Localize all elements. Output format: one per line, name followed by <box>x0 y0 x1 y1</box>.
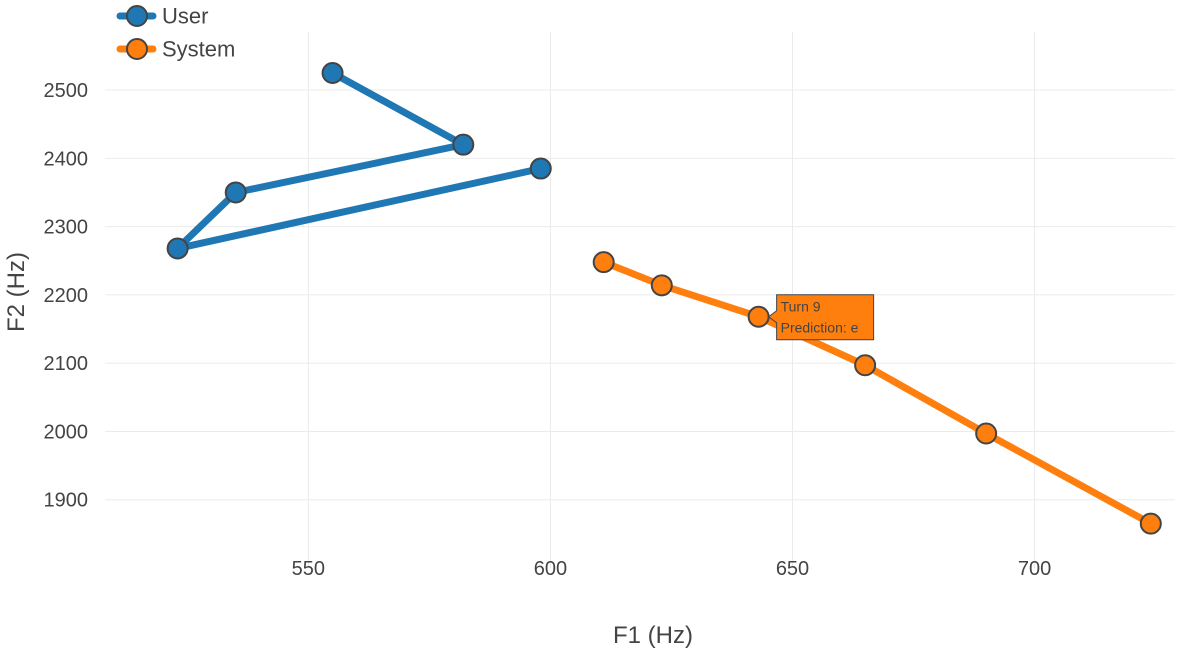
data-point-system-4[interactable] <box>854 354 877 377</box>
x-tick-label-550: 550 <box>292 558 325 580</box>
x-tick-label-650: 650 <box>776 558 809 580</box>
y-tick-label-2400: 2400 <box>44 148 89 170</box>
y-tick-label-2100: 2100 <box>44 353 89 375</box>
y-tick-label-2300: 2300 <box>44 217 89 239</box>
series-layer <box>166 61 1162 535</box>
legend-swatch-marker-user <box>126 5 148 27</box>
data-point-user-3[interactable] <box>224 181 247 204</box>
data-point-user-4[interactable] <box>166 237 189 260</box>
x-tick-label-700: 700 <box>1018 558 1051 580</box>
data-point-system-3[interactable] <box>747 305 770 328</box>
x-tick-labels: 550 600 650 700 <box>292 558 1052 580</box>
legend-item-system[interactable]: System <box>116 37 235 62</box>
y-tick-label-2500: 2500 <box>44 80 89 102</box>
tooltip-box <box>767 294 875 341</box>
y-tick-labels: 1900 2000 2100 2200 2300 2400 2500 <box>44 80 89 512</box>
tooltip-line-2: Prediction: e <box>781 320 859 336</box>
series-line-user <box>174 69 545 252</box>
data-point-system-1[interactable] <box>592 251 615 274</box>
x-axis-title: F1 (Hz) <box>613 622 693 649</box>
legend-label-user: User <box>162 4 208 29</box>
data-point-user-1[interactable] <box>321 61 344 84</box>
y-axis-title: F2 (Hz) <box>3 252 30 332</box>
data-point-user-2[interactable] <box>452 133 475 156</box>
tooltip-line-1: Turn 9 <box>781 299 821 315</box>
data-point-system-2[interactable] <box>650 274 673 297</box>
legend-swatch-marker-system <box>126 38 148 60</box>
series-line-system <box>600 258 1155 528</box>
legend[interactable]: User System <box>116 4 235 62</box>
grid-layer <box>105 32 1175 568</box>
data-point-user-5[interactable] <box>529 157 552 180</box>
y-tick-label-2000: 2000 <box>44 421 89 443</box>
y-tick-label-2200: 2200 <box>44 285 89 307</box>
legend-item-user[interactable]: User <box>116 4 208 29</box>
x-tick-label-600: 600 <box>534 558 567 580</box>
legend-label-system: System <box>162 37 235 62</box>
y-tick-label-1900: 1900 <box>44 490 89 512</box>
hover-tooltip: Turn 9 Prediction: e <box>767 294 875 341</box>
data-point-system-5[interactable] <box>975 422 998 445</box>
data-point-system-6[interactable] <box>1139 512 1162 535</box>
